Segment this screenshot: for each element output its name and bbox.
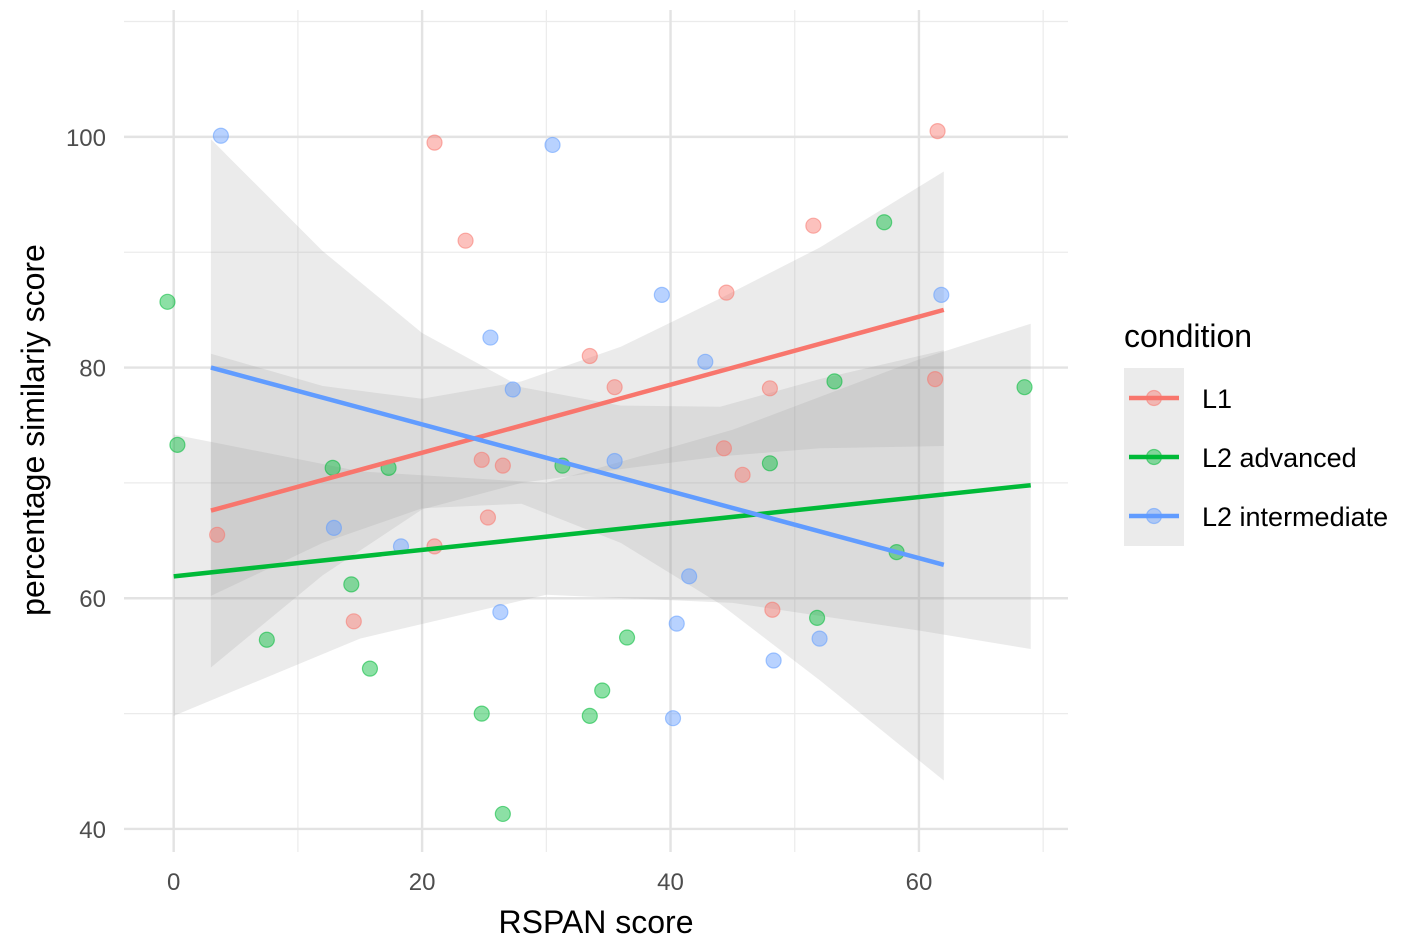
x-tick-label: 60 (906, 869, 933, 896)
confidence-bands (173, 139, 1031, 781)
point-l2-intermediate (325, 519, 343, 536)
grid (124, 10, 1068, 852)
point-l2-intermediate (933, 286, 950, 303)
legend: condition L1 L2 advanced L2 intermediate (1124, 318, 1388, 546)
axis-ticks: 0 20 40 60 40 60 80 100 (66, 125, 932, 896)
y-tick-label: 60 (79, 586, 106, 613)
y-tick-label: 40 (79, 817, 106, 844)
point-l1 (926, 370, 944, 388)
data-points (159, 123, 1033, 823)
point-l2-advanced (618, 629, 636, 646)
point-l1 (805, 217, 822, 234)
legend-label-l2-advanced: L2 advanced (1202, 443, 1357, 473)
x-tick-label: 0 (167, 869, 180, 896)
point-l1 (761, 380, 778, 397)
point-l1 (345, 613, 362, 630)
point-l2-advanced (343, 576, 360, 593)
point-l2-intermediate (492, 603, 509, 621)
point-l2-advanced (826, 373, 843, 390)
point-l1 (494, 457, 511, 474)
point-l2-advanced (169, 436, 186, 453)
point-l2-intermediate (681, 568, 698, 585)
point-l2-intermediate (765, 652, 782, 669)
point-l1 (479, 509, 497, 526)
point-l2-intermediate (664, 710, 682, 727)
point-l2-intermediate (697, 353, 714, 370)
point-l1 (734, 466, 751, 483)
point-l2-intermediate (504, 381, 521, 398)
point-l2-intermediate (544, 136, 561, 154)
x-tick-label: 20 (409, 869, 436, 896)
legend-key-point-l1 (1145, 389, 1163, 407)
point-l1 (764, 601, 781, 618)
fit-line-l2-advanced (173, 482, 1031, 579)
point-l2-advanced (761, 455, 778, 472)
fit-line-l2-intermediate (210, 365, 945, 567)
confidence-band-l2-intermediate (210, 139, 944, 781)
point-l1 (209, 526, 226, 543)
confidence-band-l1 (210, 171, 944, 668)
legend-title: condition (1124, 318, 1252, 354)
point-l2-advanced (473, 705, 490, 722)
fit-lines (173, 307, 1031, 579)
point-l2-advanced (361, 660, 379, 677)
fit-line-l1 (210, 307, 945, 513)
point-l2-advanced (594, 682, 611, 699)
point-l2-advanced (324, 459, 341, 477)
point-l2-advanced (1016, 379, 1033, 396)
legend-label-l1: L1 (1202, 384, 1232, 414)
point-l1 (457, 232, 474, 249)
point-l1 (581, 347, 598, 365)
point-l1 (426, 134, 443, 151)
point-l1 (929, 123, 946, 140)
point-l1 (606, 379, 623, 396)
point-l2-advanced (494, 805, 511, 823)
confidence-band-l2-advanced (173, 323, 1031, 716)
point-l2-intermediate (811, 630, 828, 647)
x-tick-label: 40 (657, 869, 684, 896)
legend-label-l2-intermediate: L2 intermediate (1202, 502, 1388, 532)
y-tick-label: 80 (79, 356, 106, 383)
point-l2-intermediate (668, 615, 685, 632)
point-l2-intermediate (606, 452, 623, 470)
point-l2-intermediate (482, 329, 499, 346)
point-l1 (718, 284, 735, 301)
y-axis-title: percentage similariy score (15, 244, 51, 616)
point-l2-intermediate (212, 127, 229, 144)
point-l1 (473, 451, 490, 468)
point-l2-advanced (258, 631, 275, 648)
point-l2-advanced (581, 707, 598, 724)
point-l2-intermediate (653, 286, 670, 303)
y-tick-label: 100 (66, 125, 106, 152)
point-l1 (715, 440, 733, 457)
point-l2-advanced (159, 293, 176, 310)
legend-key-point-l2-intermediate (1145, 507, 1163, 525)
point-l2-advanced (808, 609, 826, 626)
x-axis-title: RSPAN score (498, 904, 693, 940)
point-l2-advanced (876, 214, 893, 231)
legend-key-point-l2-advanced (1145, 448, 1163, 466)
